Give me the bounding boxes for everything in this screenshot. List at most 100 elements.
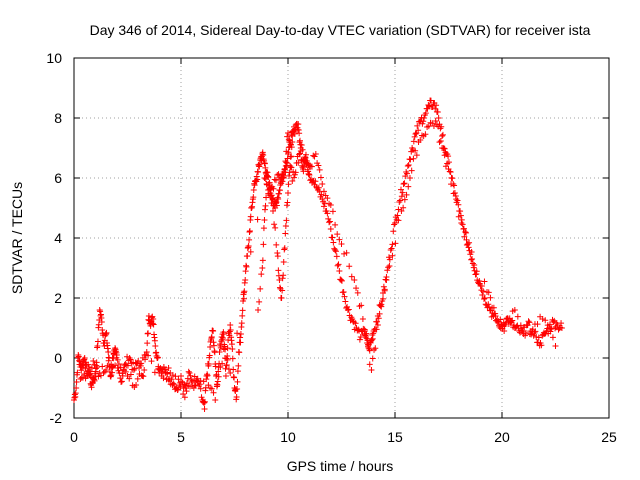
data-point xyxy=(273,177,280,184)
data-point xyxy=(234,378,241,385)
data-point xyxy=(175,386,182,393)
data-point xyxy=(449,175,456,182)
data-point xyxy=(435,123,442,130)
data-point xyxy=(324,195,331,202)
data-point xyxy=(197,385,204,392)
data-point xyxy=(335,261,342,268)
data-point xyxy=(289,178,296,184)
data-point xyxy=(342,298,349,305)
data-point xyxy=(263,194,270,201)
data-point xyxy=(261,206,268,213)
data-point xyxy=(283,148,290,155)
data-point xyxy=(340,289,347,295)
data-point xyxy=(141,367,148,374)
data-point xyxy=(133,382,140,388)
data-point xyxy=(86,371,93,378)
data-point xyxy=(189,377,196,384)
data-point xyxy=(341,250,348,257)
data-point xyxy=(234,330,241,337)
data-point xyxy=(136,371,143,378)
data-point xyxy=(417,136,424,143)
data-point xyxy=(437,138,444,145)
x-tick-label: 20 xyxy=(494,429,510,445)
data-point xyxy=(275,196,282,203)
data-point xyxy=(395,217,402,224)
data-point xyxy=(319,196,326,202)
data-point xyxy=(318,191,325,198)
data-point xyxy=(247,213,254,220)
data-point xyxy=(388,245,395,252)
data-point xyxy=(451,182,458,189)
data-point xyxy=(522,329,529,336)
data-point xyxy=(487,294,494,301)
data-point xyxy=(392,220,398,226)
data-point xyxy=(220,331,227,337)
data-point xyxy=(279,178,286,185)
data-point xyxy=(237,339,244,346)
data-point xyxy=(178,373,184,379)
data-point xyxy=(422,110,429,117)
data-point xyxy=(242,277,249,283)
data-point xyxy=(271,221,278,228)
data-point xyxy=(345,306,352,313)
data-point xyxy=(299,146,306,153)
data-point xyxy=(390,228,397,235)
data-point xyxy=(254,216,261,223)
data-point xyxy=(94,338,101,345)
data-point xyxy=(72,390,79,397)
data-point xyxy=(534,339,541,346)
data-point xyxy=(285,130,291,136)
data-point xyxy=(327,202,334,208)
data-point xyxy=(290,174,297,181)
data-point xyxy=(283,217,290,224)
data-point xyxy=(312,178,319,185)
data-point xyxy=(238,320,245,327)
data-point xyxy=(472,271,479,278)
data-point xyxy=(425,123,432,130)
data-point xyxy=(145,330,152,337)
data-point xyxy=(126,355,133,361)
data-point xyxy=(266,192,273,199)
data-point xyxy=(359,316,366,322)
data-point xyxy=(267,193,274,199)
data-point xyxy=(131,365,138,372)
data-point xyxy=(410,155,417,162)
data-point xyxy=(295,159,302,166)
data-point xyxy=(320,203,327,210)
x-tick-label: 10 xyxy=(280,429,296,445)
data-point xyxy=(127,356,134,363)
data-point xyxy=(522,332,529,339)
data-point xyxy=(73,378,80,385)
data-point xyxy=(292,169,299,176)
data-point xyxy=(214,378,221,385)
data-point xyxy=(118,379,125,385)
data-point xyxy=(441,152,448,159)
data-point xyxy=(453,196,460,203)
data-point xyxy=(525,318,532,325)
x-tick-label: 25 xyxy=(601,429,617,445)
data-point xyxy=(287,163,294,169)
data-point xyxy=(272,224,279,231)
data-point xyxy=(200,378,207,385)
data-point xyxy=(372,345,379,352)
data-point xyxy=(481,278,488,285)
x-tick-label: 0 xyxy=(70,429,78,445)
data-point xyxy=(250,194,257,201)
data-point xyxy=(262,202,269,209)
data-point xyxy=(343,249,350,256)
data-point xyxy=(373,326,380,333)
data-point xyxy=(481,295,488,302)
data-point xyxy=(282,158,289,165)
data-point xyxy=(208,385,215,392)
data-point xyxy=(237,334,244,341)
data-point xyxy=(77,376,84,382)
data-point xyxy=(358,302,365,309)
data-point xyxy=(191,382,198,389)
data-point xyxy=(395,206,402,213)
data-point xyxy=(208,333,215,340)
data-point xyxy=(145,352,152,359)
y-tick-label: 8 xyxy=(54,110,62,126)
plot-frame xyxy=(73,57,610,419)
data-point xyxy=(426,103,433,109)
data-point xyxy=(336,268,343,274)
